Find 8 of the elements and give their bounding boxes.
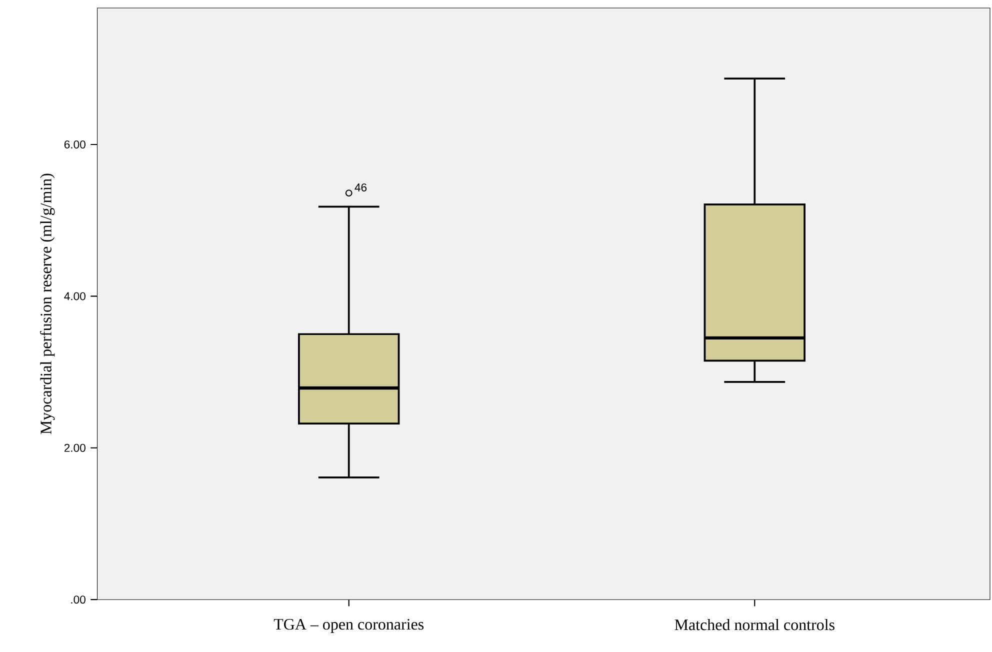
y-tick-label: .00 bbox=[71, 596, 86, 604]
x-tick-label: Matched normal controls bbox=[674, 619, 834, 630]
annotation: 46 bbox=[354, 184, 367, 192]
y-tick-label: 2.00 bbox=[64, 444, 86, 452]
y-axis-title: Myocardial perfusion reserve (ml/g/min) bbox=[40, 174, 55, 434]
y-tick-label: 4.00 bbox=[64, 292, 86, 300]
x-tick-label: TGA – open coronaries bbox=[274, 619, 424, 634]
y-tick-label: 6.00 bbox=[64, 140, 86, 149]
